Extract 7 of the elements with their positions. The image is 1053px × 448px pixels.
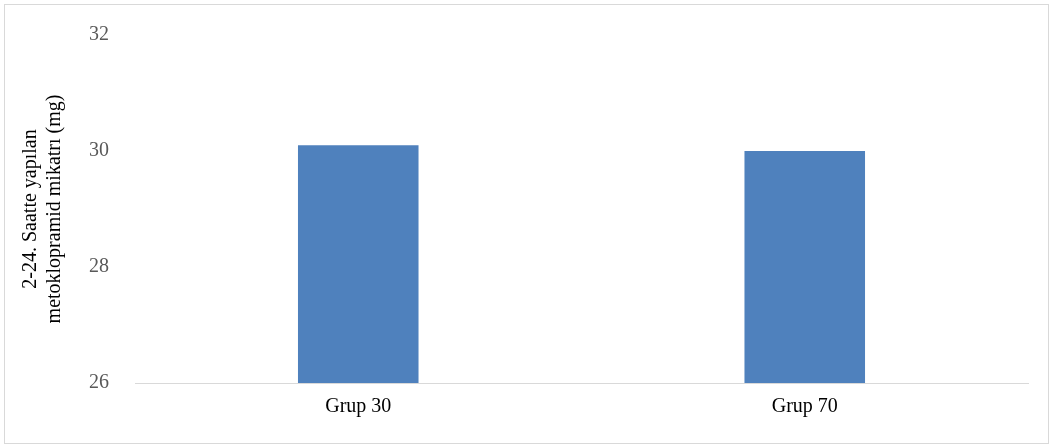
y-axis-title: 2-24. Saatte yapılan metoklopramid mikatrı (mg): [18, 94, 66, 324]
y-tick-label: 26: [89, 370, 109, 393]
y-tick-label: 32: [89, 22, 109, 45]
y-tick-label: 28: [89, 254, 109, 277]
x-tick-label: Grup 30: [325, 394, 392, 418]
y-tick-label: 30: [89, 138, 109, 161]
x-tick-label: Grup 70: [771, 394, 838, 418]
